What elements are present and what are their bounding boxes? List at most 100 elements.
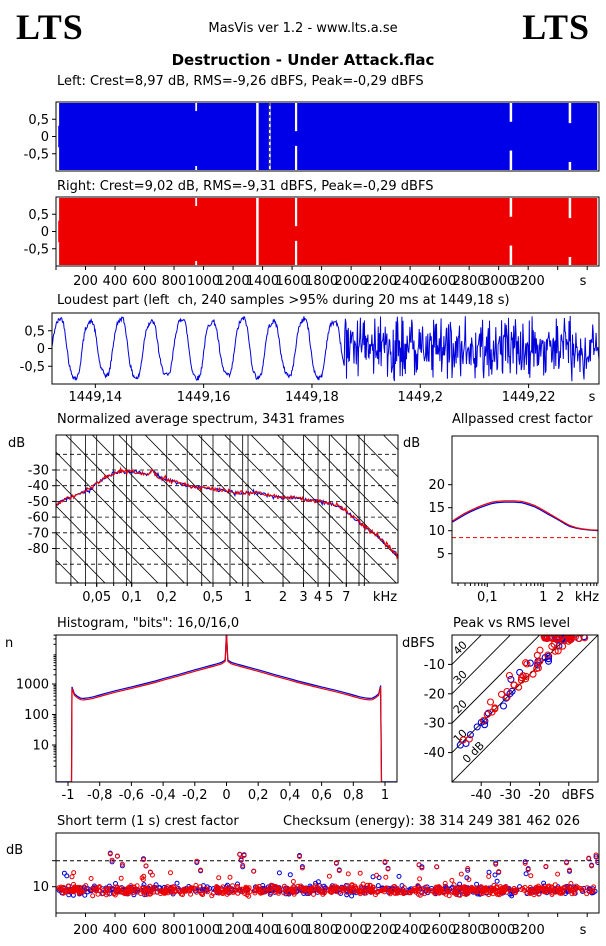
svg-text:0,5: 0,5 — [28, 208, 49, 223]
lts-logo-left: LTS — [16, 7, 84, 47]
loudest-part-plot: 0,5 0 -0,5 1449,14 1449,16 1449,18 1449,2 1449,… — [20, 312, 600, 405]
svg-text:1449,18: 1449,18 — [285, 390, 339, 405]
svg-text:1449,16: 1449,16 — [177, 390, 231, 405]
allpassed-y-unit: dB — [403, 436, 421, 451]
svg-text:1000: 1000 — [187, 923, 220, 938]
svg-text:2200: 2200 — [364, 274, 397, 289]
svg-text:-0,8: -0,8 — [87, 788, 112, 803]
svg-text:-0,6: -0,6 — [119, 788, 144, 803]
spectrum-plot: -30-40-50-60-70-80 0,05 0,1 0,2 0,5 1 2 3 4 5 7 kHz — [28, 434, 399, 605]
svg-text:-0,2: -0,2 — [182, 788, 207, 803]
svg-text:2800: 2800 — [453, 923, 486, 938]
svg-text:0,5: 0,5 — [203, 590, 224, 605]
svg-text:0,6: 0,6 — [311, 788, 332, 803]
app-version: MasVis ver 1.2 - www.lts.a.se — [208, 21, 398, 36]
svg-text:10: 10 — [32, 739, 49, 754]
loudest-part-title: Loudest part (left ch, 240 samples >95% … — [57, 293, 510, 308]
checksum-value: Checksum (energy): 38 314 249 381 462 02… — [283, 814, 581, 829]
svg-text:-60: -60 — [28, 511, 49, 526]
svg-text:1400: 1400 — [246, 274, 279, 289]
svg-text:0: 0 — [41, 130, 49, 145]
peak-rms-y-unit: dBFS — [402, 636, 435, 651]
histogram-plot: 1000 100 10 -1 -0,8 -0,6 -0,4 -0,2 0 0,2 0,4 0,6 0,8… — [16, 634, 398, 803]
short-term-plot: 10 200 400 600 800 10001200140016001800200022… — [32, 832, 600, 938]
allpassed-plot: 5 10 15 20 0,1 1 2 kHz — [428, 435, 599, 605]
allpassed-title: Allpassed crest factor — [452, 412, 593, 427]
svg-text:40: 40 — [451, 639, 470, 658]
svg-text:2000: 2000 — [335, 923, 368, 938]
svg-text:-20: -20 — [424, 687, 445, 702]
svg-text:-1: -1 — [62, 788, 75, 803]
svg-text:-40: -40 — [471, 788, 492, 803]
svg-text:2: 2 — [556, 590, 564, 605]
svg-text:400: 400 — [103, 923, 128, 938]
spectrum-y-unit: dB — [8, 436, 26, 451]
svg-text:200: 200 — [73, 923, 98, 938]
svg-text:-0,5: -0,5 — [24, 242, 49, 257]
svg-text:s: s — [589, 390, 596, 405]
svg-text:20: 20 — [428, 478, 445, 493]
svg-text:10: 10 — [451, 727, 470, 746]
svg-text:1800: 1800 — [305, 923, 338, 938]
svg-text:0,1: 0,1 — [121, 590, 142, 605]
svg-text:2800: 2800 — [453, 274, 486, 289]
svg-text:1: 1 — [244, 590, 252, 605]
svg-text:1: 1 — [539, 590, 547, 605]
svg-text:2000: 2000 — [335, 274, 368, 289]
svg-text:-30: -30 — [500, 788, 521, 803]
svg-text:1000: 1000 — [16, 678, 49, 693]
svg-text:1600: 1600 — [276, 923, 309, 938]
svg-text:2400: 2400 — [394, 274, 427, 289]
svg-text:dBFS: dBFS — [562, 788, 595, 803]
svg-text:1600: 1600 — [276, 274, 309, 289]
short-term-title: Short term (1 s) crest factor — [57, 814, 239, 829]
svg-text:0: 0 — [41, 225, 49, 240]
svg-text:15: 15 — [428, 501, 445, 516]
svg-text:1000: 1000 — [187, 274, 220, 289]
svg-text:7: 7 — [342, 590, 350, 605]
histogram-y-unit: n — [5, 636, 14, 651]
svg-text:3: 3 — [299, 590, 307, 605]
svg-text:0,8: 0,8 — [343, 788, 364, 803]
svg-text:1200: 1200 — [217, 274, 250, 289]
svg-text:-40: -40 — [424, 746, 445, 761]
svg-text:3200: 3200 — [512, 923, 545, 938]
svg-text:-40: -40 — [28, 479, 49, 494]
svg-text:1449,14: 1449,14 — [68, 390, 122, 405]
svg-text:-0,4: -0,4 — [150, 788, 175, 803]
svg-text:kHz: kHz — [373, 590, 397, 605]
left-waveform-plot: 0,5 0 -0,5 — [24, 101, 600, 172]
svg-text:1400: 1400 — [246, 923, 279, 938]
svg-text:0,05: 0,05 — [82, 590, 111, 605]
svg-text:3200: 3200 — [512, 274, 545, 289]
svg-text:1449,22: 1449,22 — [502, 390, 556, 405]
svg-text:10: 10 — [32, 880, 49, 895]
svg-text:1449,2: 1449,2 — [398, 390, 444, 405]
right-waveform-plot: 0,5 0 -0,5 200 400 600 800 10001200140016001800… — [24, 196, 600, 289]
svg-text:200: 200 — [73, 274, 98, 289]
svg-text:1200: 1200 — [217, 923, 250, 938]
svg-text:0: 0 — [222, 788, 230, 803]
svg-text:-70: -70 — [28, 526, 49, 541]
svg-text:0,1: 0,1 — [477, 590, 498, 605]
lts-logo-right: LTS — [522, 7, 590, 47]
svg-text:3000: 3000 — [482, 274, 515, 289]
svg-text:4: 4 — [314, 590, 322, 605]
svg-text:800: 800 — [162, 923, 187, 938]
svg-text:s: s — [580, 274, 587, 289]
svg-text:-0,5: -0,5 — [24, 147, 49, 162]
svg-text:20: 20 — [451, 697, 470, 716]
svg-text:2400: 2400 — [394, 923, 427, 938]
left-channel-stats: Left: Crest=8,97 dB, RMS=-9,26 dBFS, Pea… — [57, 74, 424, 89]
svg-text:1800: 1800 — [305, 274, 338, 289]
svg-text:2600: 2600 — [423, 274, 456, 289]
svg-text:-0,5: -0,5 — [20, 360, 45, 375]
svg-text:0,4: 0,4 — [280, 788, 301, 803]
svg-text:0,2: 0,2 — [156, 590, 177, 605]
histogram-title: Histogram, "bits": 16,0/16,0 — [57, 616, 240, 631]
svg-text:0,2: 0,2 — [248, 788, 269, 803]
svg-text:-50: -50 — [28, 495, 49, 510]
